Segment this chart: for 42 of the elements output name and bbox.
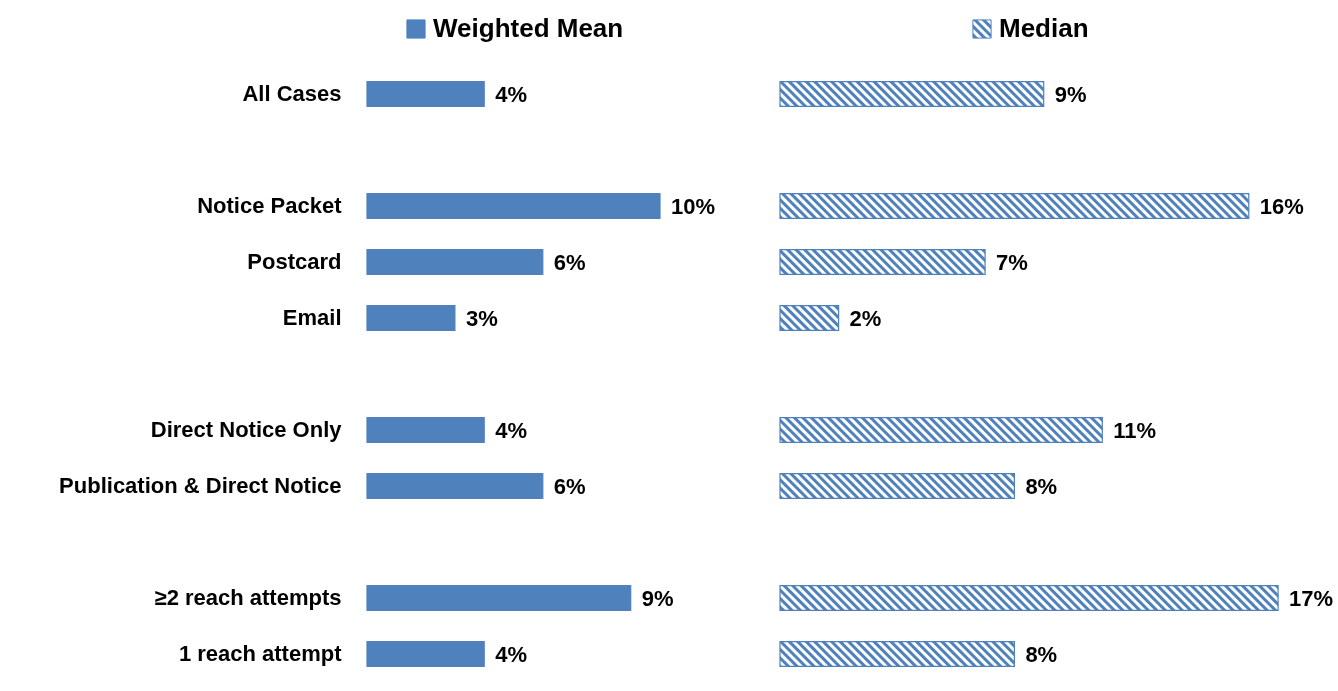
- bar: [366, 417, 485, 443]
- bar: [779, 417, 1103, 443]
- bar: [366, 585, 632, 611]
- data-label: 6%: [553, 474, 586, 499]
- data-label: 4%: [495, 418, 527, 443]
- bar: [779, 193, 1250, 219]
- y-tick-label: All Cases: [242, 81, 342, 106]
- bar: [366, 249, 544, 275]
- data-label: 8%: [1025, 474, 1058, 499]
- y-tick-label: Direct Notice Only: [150, 417, 343, 442]
- bar: [779, 641, 1015, 667]
- bar: [366, 193, 661, 219]
- bar: [779, 305, 840, 331]
- data-label: 3%: [465, 306, 498, 331]
- data-label: 10%: [671, 194, 716, 219]
- legend-label: Weighted Mean: [433, 13, 624, 43]
- y-tick-label: Notice Packet: [197, 193, 343, 218]
- y-tick-label: 1 reach attempt: [178, 641, 343, 666]
- data-label: 11%: [1113, 418, 1157, 443]
- bar: [366, 473, 544, 499]
- bar: [779, 585, 1279, 611]
- bar: [779, 473, 1015, 499]
- data-label: 8%: [1025, 642, 1058, 667]
- y-tick-label: ≥2 reach attempts: [154, 585, 342, 610]
- data-label: 17%: [1289, 586, 1334, 611]
- legend-label: Median: [999, 13, 1089, 43]
- data-label: 16%: [1259, 194, 1304, 219]
- data-label: 9%: [641, 586, 674, 611]
- y-tick-label: Email: [282, 305, 342, 330]
- data-label: 6%: [553, 250, 586, 275]
- bar: [779, 249, 986, 275]
- y-tick-label: Publication & Direct Notice: [59, 473, 342, 498]
- data-label: 4%: [495, 642, 527, 667]
- data-label: 9%: [1054, 82, 1087, 107]
- bar: [366, 305, 456, 331]
- y-tick-label: Postcard: [247, 249, 342, 274]
- data-label: 7%: [996, 250, 1028, 275]
- bar: [366, 81, 485, 107]
- bar: [779, 81, 1045, 107]
- data-label: 2%: [849, 306, 882, 331]
- data-label: 4%: [495, 82, 527, 107]
- bar: [366, 641, 485, 667]
